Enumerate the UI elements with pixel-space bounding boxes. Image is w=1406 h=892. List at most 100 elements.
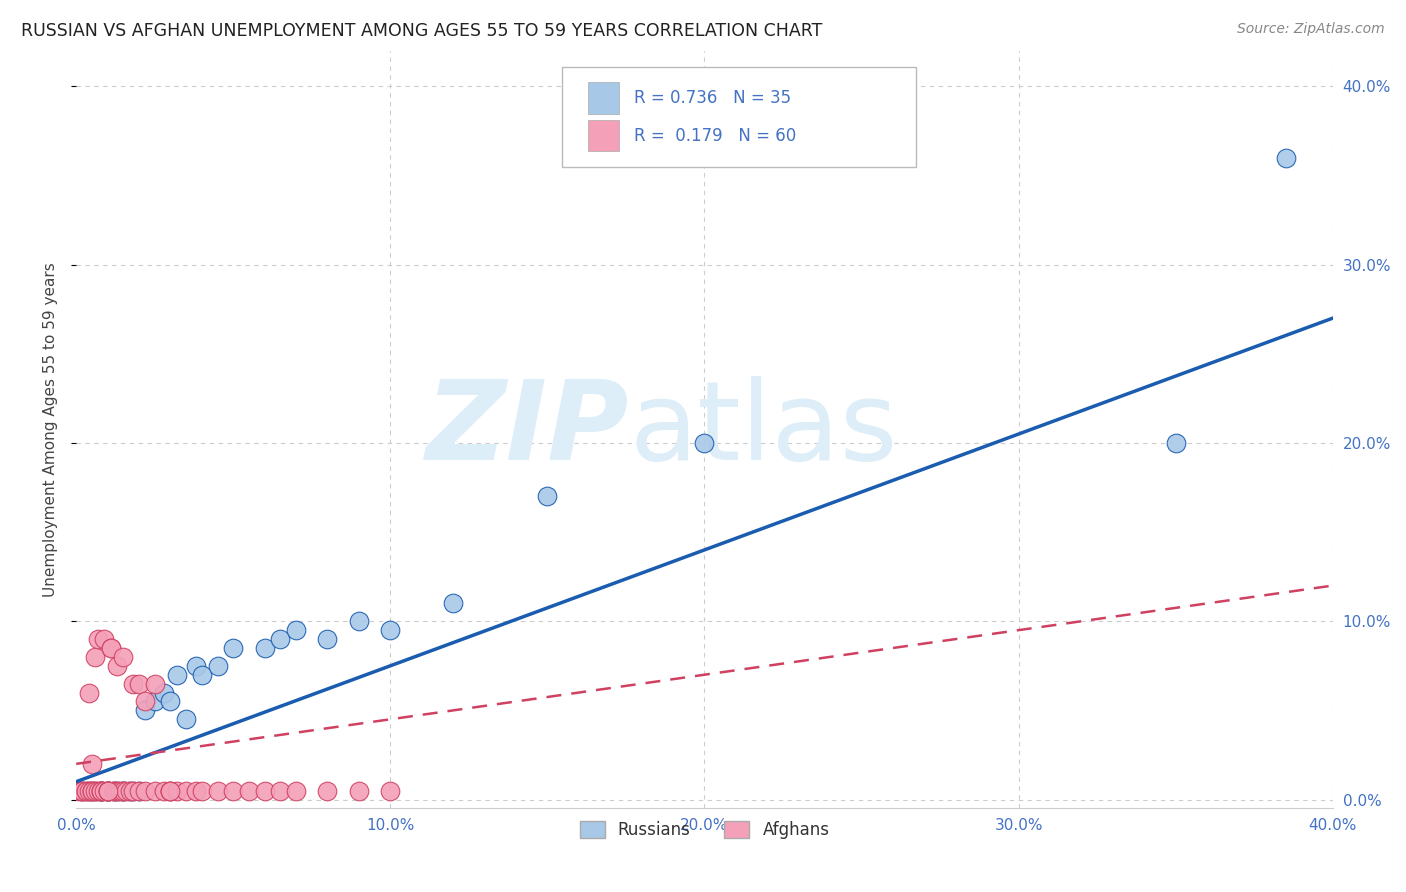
- Point: [84, 783, 107, 797]
- Point: [347, 783, 370, 797]
- Point: [191, 667, 214, 681]
- Point: [72, 783, 94, 797]
- Point: [159, 783, 181, 797]
- Point: [112, 649, 135, 664]
- Point: [90, 783, 112, 797]
- FancyBboxPatch shape: [562, 68, 915, 167]
- Point: [93, 632, 115, 646]
- Point: [285, 623, 308, 637]
- Point: [97, 783, 120, 797]
- Point: [269, 632, 291, 646]
- Point: [105, 658, 128, 673]
- Point: [84, 783, 107, 797]
- Point: [121, 783, 143, 797]
- Point: [100, 640, 122, 655]
- Point: [316, 632, 339, 646]
- Point: [80, 783, 103, 797]
- Point: [128, 783, 150, 797]
- Point: [121, 783, 143, 797]
- Point: [97, 783, 120, 797]
- Point: [100, 640, 122, 655]
- Point: [128, 783, 150, 797]
- Point: [77, 783, 100, 797]
- Point: [80, 783, 103, 797]
- Point: [97, 783, 120, 797]
- Text: R =  0.179   N = 60: R = 0.179 N = 60: [634, 127, 796, 145]
- Text: Source: ZipAtlas.com: Source: ZipAtlas.com: [1237, 22, 1385, 37]
- Point: [207, 658, 229, 673]
- Point: [128, 676, 150, 690]
- Point: [693, 436, 716, 450]
- Point: [121, 676, 143, 690]
- Point: [143, 783, 166, 797]
- Point: [90, 783, 112, 797]
- Point: [441, 596, 464, 610]
- Legend: Russians, Afghans: Russians, Afghans: [572, 814, 837, 846]
- Point: [166, 783, 188, 797]
- Point: [222, 783, 245, 797]
- Point: [134, 783, 156, 797]
- Point: [118, 783, 141, 797]
- Point: [159, 694, 181, 708]
- Point: [80, 756, 103, 771]
- Point: [87, 783, 110, 797]
- Point: [90, 783, 112, 797]
- Point: [112, 783, 135, 797]
- Point: [87, 632, 110, 646]
- Point: [80, 783, 103, 797]
- Point: [153, 783, 176, 797]
- Point: [134, 703, 156, 717]
- Point: [166, 667, 188, 681]
- Point: [153, 685, 176, 699]
- Point: [84, 649, 107, 664]
- Point: [174, 783, 197, 797]
- Point: [143, 694, 166, 708]
- Point: [184, 783, 207, 797]
- Point: [108, 783, 131, 797]
- Point: [105, 783, 128, 797]
- Point: [285, 783, 308, 797]
- Text: atlas: atlas: [628, 376, 897, 483]
- Point: [77, 783, 100, 797]
- Point: [72, 783, 94, 797]
- Point: [112, 783, 135, 797]
- Point: [103, 783, 125, 797]
- Point: [97, 783, 120, 797]
- Point: [72, 783, 94, 797]
- Point: [105, 783, 128, 797]
- Point: [118, 783, 141, 797]
- Point: [1164, 436, 1187, 450]
- Point: [159, 783, 181, 797]
- Point: [380, 623, 402, 637]
- FancyBboxPatch shape: [588, 82, 619, 113]
- Point: [316, 783, 339, 797]
- Point: [75, 783, 97, 797]
- Point: [90, 783, 112, 797]
- Point: [103, 783, 125, 797]
- FancyBboxPatch shape: [588, 120, 619, 152]
- Point: [112, 783, 135, 797]
- Point: [67, 783, 90, 797]
- Point: [143, 676, 166, 690]
- Point: [103, 783, 125, 797]
- Point: [93, 783, 115, 797]
- Point: [75, 783, 97, 797]
- Point: [253, 783, 276, 797]
- Point: [97, 783, 120, 797]
- Point: [1274, 151, 1296, 165]
- Point: [191, 783, 214, 797]
- Point: [97, 783, 120, 797]
- Text: RUSSIAN VS AFGHAN UNEMPLOYMENT AMONG AGES 55 TO 59 YEARS CORRELATION CHART: RUSSIAN VS AFGHAN UNEMPLOYMENT AMONG AGE…: [21, 22, 823, 40]
- Point: [347, 614, 370, 628]
- Y-axis label: Unemployment Among Ages 55 to 59 years: Unemployment Among Ages 55 to 59 years: [44, 262, 58, 597]
- Text: ZIP: ZIP: [426, 376, 628, 483]
- Point: [134, 694, 156, 708]
- Point: [90, 783, 112, 797]
- Point: [380, 783, 402, 797]
- Point: [238, 783, 260, 797]
- Point: [207, 783, 229, 797]
- Point: [269, 783, 291, 797]
- Point: [536, 490, 558, 504]
- Text: R = 0.736   N = 35: R = 0.736 N = 35: [634, 88, 792, 107]
- Point: [174, 712, 197, 726]
